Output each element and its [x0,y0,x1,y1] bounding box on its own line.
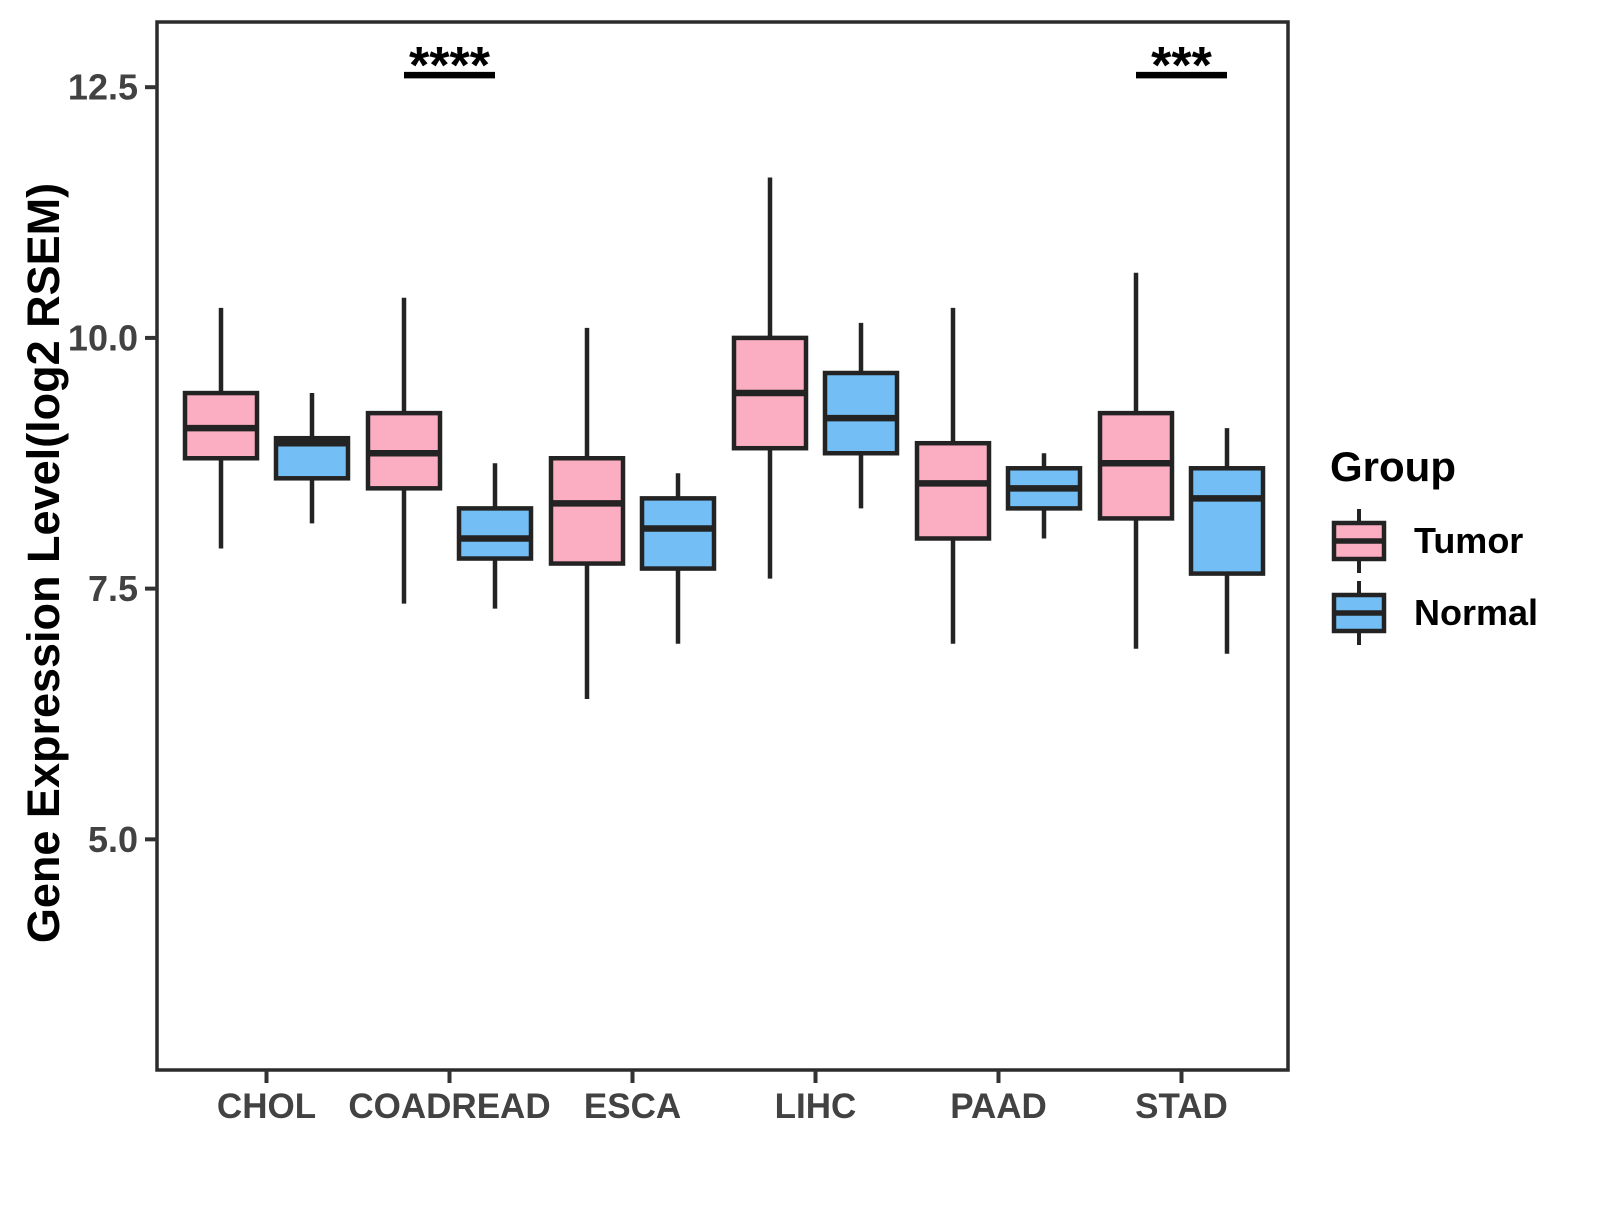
normal-box [822,370,900,456]
normal-box [1188,466,1266,576]
normal-box [456,506,534,561]
x-tick-label: ESCA [584,1087,681,1126]
legend-entry-tumor: Tumor [1328,505,1538,577]
significance-stars: *** [1151,37,1212,95]
normal-box [639,496,717,571]
y-axis-title: Gene Expression Level(log2 RSEM) [18,182,69,944]
legend-boxplot-icon [1331,509,1387,573]
legend: Group Tumor Normal [1328,443,1538,649]
y-tick-label: 7.5 [88,568,138,609]
legend-boxplot-icon [1331,581,1387,645]
x-tick-label: LIHC [775,1087,857,1126]
y-tick-label: 12.5 [68,67,138,108]
legend-title: Group [1330,443,1456,490]
tumor-box [548,455,626,566]
y-tick-label: 10.0 [68,317,138,358]
x-tick-label: CHOL [217,1087,316,1126]
plot-panel-border [155,20,1290,1072]
tumor-box [914,440,992,541]
legend-entries: Tumor Normal [1328,505,1538,649]
legend-label: Tumor [1414,520,1524,561]
x-tick-label: COADREAD [348,1087,550,1126]
legend-entry-normal: Normal [1328,577,1538,649]
y-tick-label: 5.0 [88,819,138,860]
significance-stars: **** [409,37,491,95]
x-tick-label: PAAD [950,1087,1047,1126]
x-tick-label: STAD [1135,1087,1228,1126]
legend-label: Normal [1414,592,1539,633]
